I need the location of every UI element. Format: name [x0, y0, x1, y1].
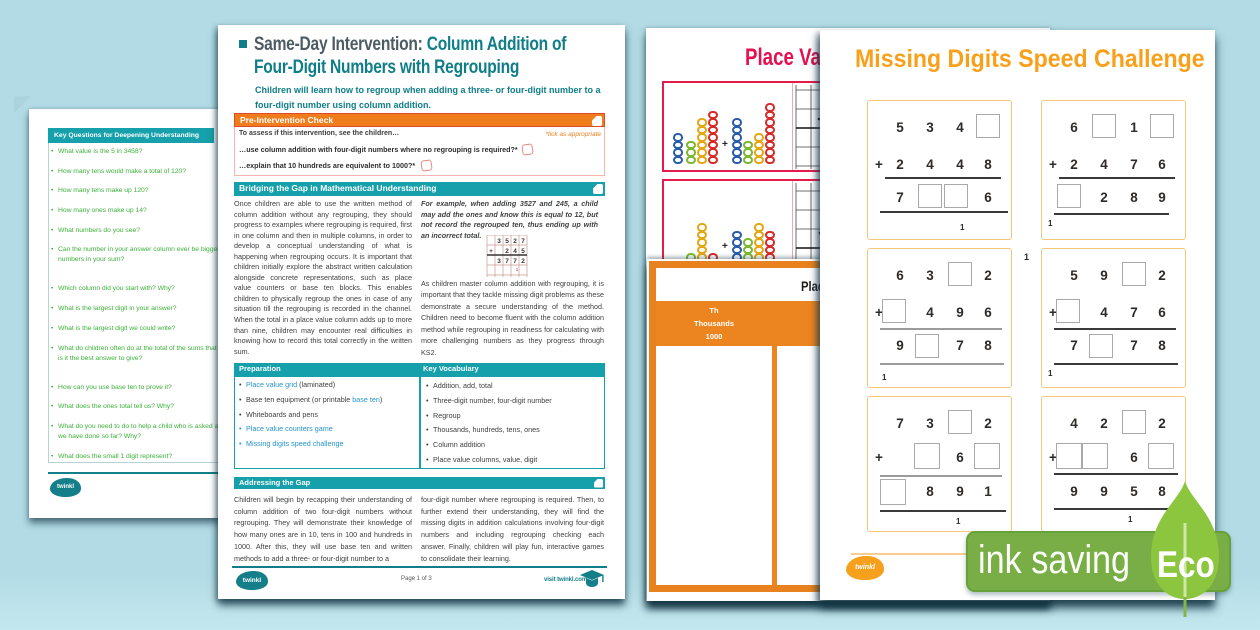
- svg-text:5: 5: [521, 248, 525, 255]
- svg-text:7: 7: [505, 258, 509, 265]
- svg-text:5: 5: [505, 238, 509, 245]
- svg-text:3: 3: [497, 238, 501, 245]
- svg-text:4: 4: [513, 248, 517, 255]
- svg-text:+: +: [489, 248, 493, 255]
- svg-text:2: 2: [521, 258, 525, 265]
- svg-text:7: 7: [513, 258, 517, 265]
- svg-text:2: 2: [505, 248, 509, 255]
- svg-text:2: 2: [513, 238, 517, 245]
- svg-text:7: 7: [521, 238, 525, 245]
- svg-text:1: 1: [516, 267, 519, 272]
- svg-text:3: 3: [497, 258, 501, 265]
